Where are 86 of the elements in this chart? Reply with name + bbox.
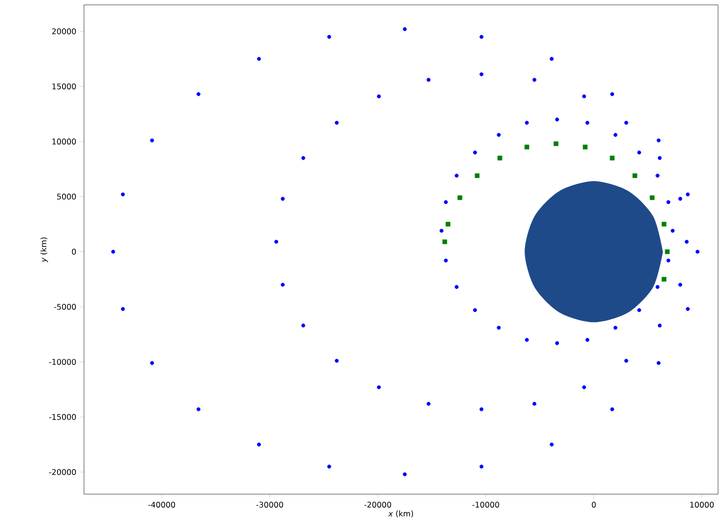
point xyxy=(473,150,477,154)
point xyxy=(666,258,670,262)
point xyxy=(120,192,125,196)
point xyxy=(376,94,381,98)
point xyxy=(550,442,554,446)
point xyxy=(656,360,661,365)
point xyxy=(585,120,590,125)
point xyxy=(624,358,628,363)
point xyxy=(555,341,560,345)
point xyxy=(686,192,690,196)
point xyxy=(327,464,332,468)
point xyxy=(532,402,536,406)
point xyxy=(610,92,614,96)
point xyxy=(150,360,154,365)
point xyxy=(376,385,381,390)
point xyxy=(280,282,285,287)
point xyxy=(684,240,689,244)
point xyxy=(524,338,529,342)
point xyxy=(301,156,306,160)
point xyxy=(301,323,306,328)
point xyxy=(327,34,332,39)
point xyxy=(280,196,285,201)
point xyxy=(196,407,200,412)
point xyxy=(150,138,154,142)
point xyxy=(696,250,700,254)
point xyxy=(632,173,638,178)
point xyxy=(444,200,448,204)
point xyxy=(613,132,618,137)
point xyxy=(637,308,642,312)
point xyxy=(444,258,448,262)
point xyxy=(524,144,530,150)
point xyxy=(111,250,116,254)
point xyxy=(480,72,484,76)
point xyxy=(402,472,407,476)
point xyxy=(524,120,529,125)
point xyxy=(662,276,666,282)
point xyxy=(257,442,261,446)
point xyxy=(678,196,682,201)
point xyxy=(656,284,660,289)
point xyxy=(637,150,642,154)
point xyxy=(446,222,450,226)
point xyxy=(426,402,431,406)
point xyxy=(334,358,339,363)
point xyxy=(582,385,586,390)
point xyxy=(678,282,682,287)
point xyxy=(555,117,560,122)
point xyxy=(480,407,484,412)
point xyxy=(650,195,654,200)
point xyxy=(686,306,690,311)
point xyxy=(554,141,558,146)
point xyxy=(257,56,261,61)
point xyxy=(658,323,662,328)
point xyxy=(496,132,501,137)
point xyxy=(334,120,339,125)
point xyxy=(550,56,554,61)
point xyxy=(402,26,407,31)
point xyxy=(532,78,536,82)
point xyxy=(442,239,448,244)
point xyxy=(582,144,588,150)
point xyxy=(454,284,459,289)
point xyxy=(624,120,628,125)
point xyxy=(454,174,459,178)
point xyxy=(120,306,125,311)
point xyxy=(473,308,477,312)
point xyxy=(610,407,614,412)
point xyxy=(274,240,278,244)
point xyxy=(585,338,590,342)
point xyxy=(458,195,462,200)
point xyxy=(496,326,501,330)
point xyxy=(613,326,618,330)
point xyxy=(474,173,480,178)
point xyxy=(426,78,431,82)
point xyxy=(670,228,675,233)
point xyxy=(582,94,586,98)
point xyxy=(656,174,660,178)
point xyxy=(662,222,666,226)
point xyxy=(656,138,661,142)
point xyxy=(498,156,502,160)
point xyxy=(196,92,200,96)
point xyxy=(480,34,484,39)
point xyxy=(440,228,444,233)
point xyxy=(480,464,484,468)
point xyxy=(666,200,670,204)
point xyxy=(610,156,615,160)
point xyxy=(664,249,670,254)
point xyxy=(658,156,662,160)
